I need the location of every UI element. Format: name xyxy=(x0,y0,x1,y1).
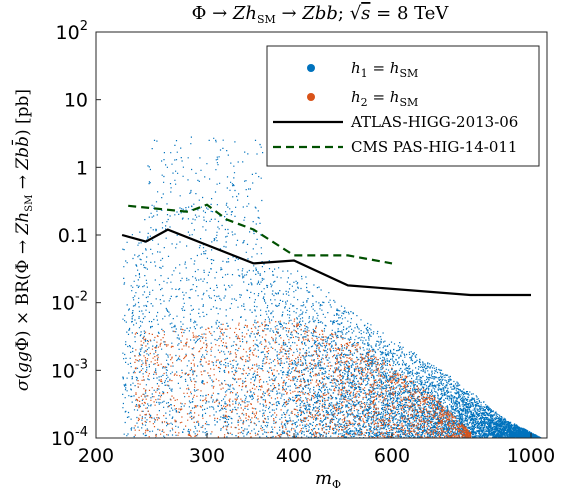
series-cms-line xyxy=(128,203,393,265)
legend-label: ATLAS-HIGG-2013-06 xyxy=(350,113,518,131)
chart-title: Φ → ZhSM → Zbb; √s = 8 TeV xyxy=(192,3,450,26)
series-h2-points xyxy=(134,318,472,438)
x-tick-label: 200 xyxy=(78,445,114,467)
legend: h1 = hSM h2 = hSM ATLAS-HIGG-2013-06 CMS PA… xyxy=(266,45,540,167)
plot-area xyxy=(95,31,548,439)
y-tick-label: 10-4 xyxy=(51,425,88,450)
y-tick-label: 10-3 xyxy=(51,357,88,382)
x-axis-label: mΦ xyxy=(315,468,341,491)
y-axis: 102 10 1 0.1 10-2 10-3 10-4 xyxy=(51,19,101,450)
y-tick-label: 10-2 xyxy=(51,290,88,315)
y-tick-label: 0.1 xyxy=(58,225,88,247)
y-tick-label: 10 xyxy=(64,90,88,112)
y-axis-label: σ(ggΦ) × BR(Φ → ZhSM → Zbb̄) [pb] xyxy=(10,89,35,391)
y-tick-label: 102 xyxy=(56,19,88,44)
x-tick-label: 600 xyxy=(374,445,410,467)
legend-label: CMS PAS-HIG-14-011 xyxy=(351,138,517,156)
legend-marker xyxy=(307,64,315,72)
svg-text:σ(ggΦ) × BR(Φ → ZhSM → Zbb̄) [: σ(ggΦ) × BR(Φ → ZhSM → Zbb̄) [pb] xyxy=(10,89,35,391)
x-tick-label: 300 xyxy=(189,445,225,467)
legend-label: h2 = hSM xyxy=(351,88,418,109)
legend-label: h1 = hSM xyxy=(351,59,418,80)
y-tick-label: 1 xyxy=(76,157,88,179)
x-axis: 200 300 400 600 1000 xyxy=(78,433,555,467)
series-h1-points xyxy=(122,136,542,438)
x-tick-label: 1000 xyxy=(507,445,555,467)
series-atlas-line xyxy=(121,228,531,297)
x-tick-label: 400 xyxy=(276,445,312,467)
legend-marker xyxy=(307,93,315,101)
